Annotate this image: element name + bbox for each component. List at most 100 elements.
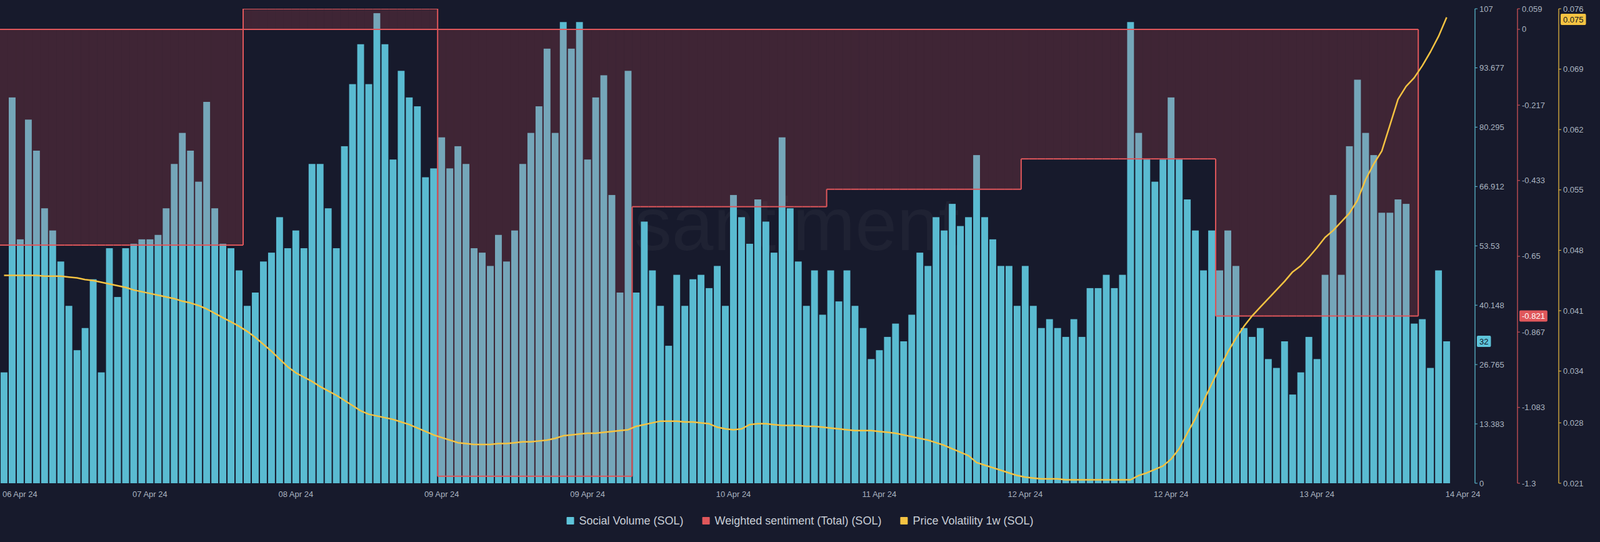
tick-mark	[1517, 255, 1520, 257]
sentiment-area-segment	[672, 29, 681, 207]
sentiment-area-segment	[332, 8, 341, 30]
sentiment-area-segment	[1053, 29, 1062, 159]
sentiment-step	[8, 244, 17, 246]
social-volume-bar	[1183, 199, 1191, 484]
tick-mark	[1558, 68, 1562, 70]
social-volume-bar	[843, 270, 851, 484]
sentiment-step	[770, 206, 779, 208]
sentiment-area-segment	[899, 29, 908, 190]
social-volume-bar	[916, 252, 924, 484]
social-volume-bar	[219, 243, 227, 484]
sentiment-step	[259, 8, 268, 10]
sentiment-step	[461, 475, 470, 477]
sentiment-area-segment	[210, 29, 219, 245]
sentiment-area-segment	[843, 29, 852, 190]
sentiment-area-segment	[761, 29, 770, 207]
tick-label: 0.041	[1563, 306, 1584, 316]
sentiment-step	[1361, 315, 1370, 317]
tick-label: -1.3	[1521, 478, 1536, 489]
social-volume-bar	[1443, 341, 1450, 484]
social-volume-bar	[251, 292, 259, 484]
sentiment-step	[365, 8, 374, 10]
sentiment-step	[664, 206, 673, 208]
sentiment-area-segment	[1029, 29, 1038, 159]
legend-label: Weighted sentiment (Total) (SOL)	[715, 514, 882, 527]
social-volume-bar	[1305, 336, 1313, 484]
sentiment-area-segment	[615, 29, 624, 477]
sentiment-step	[421, 8, 430, 10]
social-volume-bar	[981, 216, 989, 484]
sentiment-area-segment	[1280, 29, 1289, 317]
sentiment-step	[631, 206, 640, 208]
sentiment-area-segment	[81, 29, 90, 245]
sentiment-step	[1296, 315, 1305, 317]
sentiment-area-segment	[1337, 29, 1346, 317]
sentiment-area-segment	[835, 29, 844, 190]
tick-mark	[1475, 245, 1478, 247]
x-tick-label: 08 Apr 24	[278, 489, 314, 499]
sentiment-area-segment	[300, 8, 309, 30]
tick-label: 0.048	[1563, 245, 1584, 255]
tick-mark	[1558, 310, 1562, 312]
sentiment-step	[1240, 315, 1249, 317]
sentiment-area-segment	[1377, 29, 1386, 317]
current-value-bg	[1476, 335, 1491, 347]
sentiment-step	[291, 8, 300, 10]
sentiment-area-segment	[583, 29, 592, 477]
sentiment-area-segment	[551, 29, 560, 477]
sentiment-area-segment	[1102, 29, 1111, 159]
sentiment-area-segment	[24, 29, 33, 245]
sentiment-step	[786, 206, 795, 208]
sentiment-area-segment	[753, 29, 762, 207]
sentiment-step	[1142, 158, 1151, 160]
tick-mark	[1558, 422, 1562, 424]
social-volume-bar	[868, 358, 875, 484]
sentiment-step	[972, 188, 981, 190]
social-volume-bar	[1208, 230, 1215, 484]
sentiment-area-segment	[259, 8, 268, 30]
sentiment-step	[778, 206, 787, 208]
social-volume-bar	[65, 305, 73, 484]
axis-line-y3	[1558, 8, 1560, 484]
sentiment-area-segment	[1240, 29, 1249, 317]
sentiment-step	[89, 244, 98, 246]
social-volume-bar	[673, 275, 680, 484]
sentiment-step	[1021, 158, 1030, 160]
sentiment-area-segment	[1313, 29, 1322, 317]
social-volume-bar	[1143, 159, 1150, 484]
sentiment-step	[1045, 158, 1054, 160]
sentiment-step	[388, 8, 397, 10]
social-volume-bar	[260, 261, 267, 484]
legend-item: Social Volume (SOL)	[566, 514, 684, 527]
sentiment-area-segment	[153, 29, 162, 245]
social-volume-bar	[1038, 328, 1045, 484]
tick-label: -1.083	[1521, 402, 1545, 412]
sentiment-area-segment	[1223, 29, 1232, 317]
sentiment-step	[996, 188, 1005, 190]
sentiment-step	[899, 188, 908, 190]
sentiment-step	[915, 188, 924, 190]
sentiment-area-segment	[510, 29, 519, 477]
sentiment-step	[275, 8, 284, 10]
sentiment-step	[623, 475, 632, 477]
sentiment-step	[1037, 158, 1046, 160]
sentiment-area-segment	[1045, 29, 1054, 159]
sentiment-step	[891, 188, 900, 190]
sentiment-step	[1393, 315, 1402, 317]
sentiment-area-segment	[1005, 29, 1014, 190]
sentiment-area-segment	[437, 29, 446, 477]
sentiment-area-segment	[559, 29, 568, 477]
social-volume-bar	[41, 208, 49, 484]
social-volume-bar	[1135, 133, 1142, 484]
social-volume-bar	[875, 350, 883, 484]
sentiment-step	[194, 244, 203, 246]
sentiment-area-segment	[1134, 29, 1143, 159]
sentiment-step	[32, 244, 41, 246]
sentiment-area-segment	[1118, 29, 1127, 159]
social-volume-bar	[1297, 372, 1305, 484]
social-volume-bar	[300, 248, 308, 484]
sentiment-area-segment	[567, 29, 576, 477]
sentiment-step	[1150, 158, 1159, 160]
sentiment-area-segment	[648, 29, 657, 207]
social-volume-bar	[891, 323, 899, 484]
